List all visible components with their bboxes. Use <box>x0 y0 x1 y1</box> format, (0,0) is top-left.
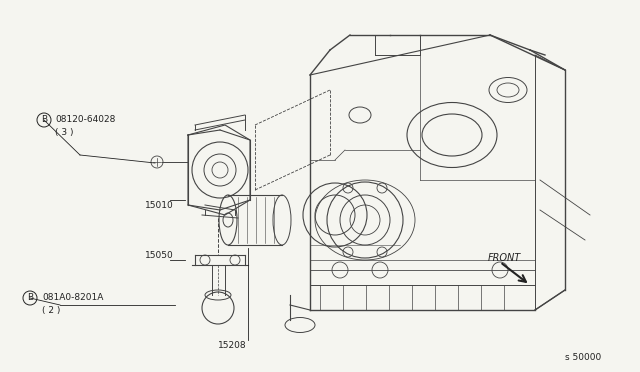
Text: FRONT: FRONT <box>488 253 521 263</box>
Text: 081A0-8201A: 081A0-8201A <box>42 294 104 302</box>
Text: ( 2 ): ( 2 ) <box>42 305 60 314</box>
Text: 15208: 15208 <box>218 340 246 350</box>
Text: 08120-64028: 08120-64028 <box>55 115 115 125</box>
Text: 15010: 15010 <box>145 201 173 209</box>
Text: B: B <box>27 294 33 302</box>
Text: B: B <box>41 115 47 125</box>
Text: 15050: 15050 <box>145 250 173 260</box>
Text: s 50000: s 50000 <box>565 353 601 362</box>
Text: ( 3 ): ( 3 ) <box>55 128 74 138</box>
